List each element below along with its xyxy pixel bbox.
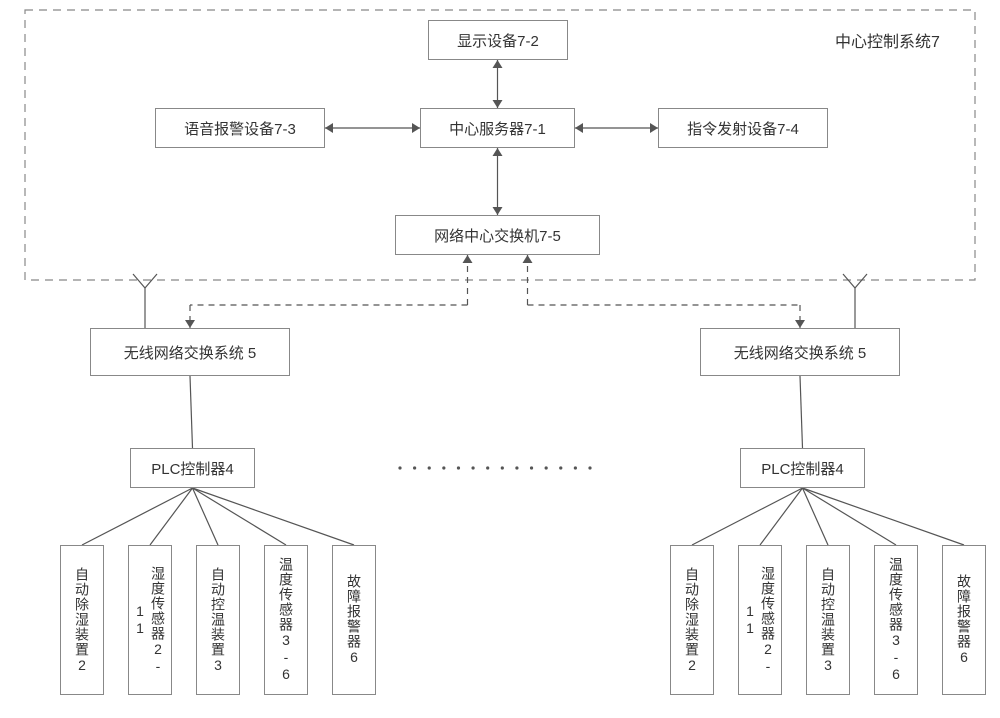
node: 无线网络交换系统 5 <box>90 328 290 376</box>
node: 湿度传感器2-11 <box>128 545 172 695</box>
node: 中心服务器7-1 <box>420 108 575 148</box>
system-title: 中心控制系统7 <box>835 28 940 52</box>
node: 温度传感器3-6 <box>874 545 918 695</box>
node: 语音报警设备7-3 <box>155 108 325 148</box>
node: 显示设备7-2 <box>428 20 568 60</box>
node: 温度传感器3-6 <box>264 545 308 695</box>
node: 自动除湿装置2 <box>670 545 714 695</box>
node: 指令发射设备7-4 <box>658 108 828 148</box>
node: PLC控制器4 <box>130 448 255 488</box>
node: 网络中心交换机7-5 <box>395 215 600 255</box>
node: 自动除湿装置2 <box>60 545 104 695</box>
node: 自动控温装置3 <box>806 545 850 695</box>
node: PLC控制器4 <box>740 448 865 488</box>
node: 自动控温装置3 <box>196 545 240 695</box>
node: 故障报警器6 <box>332 545 376 695</box>
node: 无线网络交换系统 5 <box>700 328 900 376</box>
node: 湿度传感器2-11 <box>738 545 782 695</box>
node: 故障报警器6 <box>942 545 986 695</box>
